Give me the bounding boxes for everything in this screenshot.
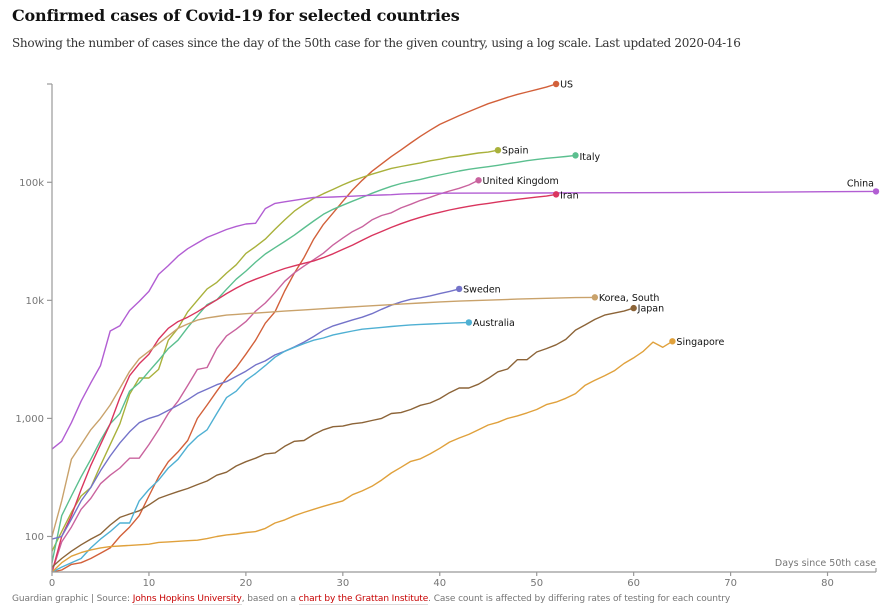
series-end-marker-japan[interactable] bbox=[630, 304, 637, 312]
series-label-australia: Australia bbox=[473, 318, 515, 329]
series-line-korea-south[interactable] bbox=[51, 296, 595, 537]
footer-middle: , based on a bbox=[241, 594, 299, 604]
y-tick-label: 10k bbox=[25, 296, 44, 307]
x-tick-label: 70 bbox=[724, 578, 737, 589]
series-line-italy[interactable] bbox=[51, 154, 576, 563]
source-link-grattan-chart[interactable]: chart by the Grattan Institute bbox=[298, 594, 429, 605]
axis-layer: 100 1,000 10k 100k 0 10 20 30 40 50 60 70 80 Days sin… bbox=[15, 83, 877, 589]
series-label-united-kingdom: United Kingdom bbox=[483, 176, 559, 187]
series-line-us[interactable] bbox=[51, 83, 557, 573]
x-tick-label: 50 bbox=[530, 578, 543, 589]
series-layer bbox=[51, 83, 877, 573]
series-line-australia[interactable] bbox=[51, 321, 469, 573]
footer-prefix: Guardian graphic | Source: bbox=[12, 594, 133, 604]
source-link-johns-hopkins[interactable]: Johns Hopkins University bbox=[132, 594, 242, 605]
y-tick-label: 100k bbox=[19, 178, 44, 189]
series-end-marker-us[interactable] bbox=[552, 80, 560, 88]
series-end-marker-italy[interactable] bbox=[572, 152, 579, 159]
series-line-united-kingdom[interactable] bbox=[51, 179, 479, 573]
series-end-marker-united-kingdom[interactable] bbox=[475, 177, 482, 184]
series-label-spain: Spain bbox=[502, 146, 529, 157]
series-line-china[interactable] bbox=[51, 190, 877, 450]
series-end-marker-china[interactable] bbox=[872, 188, 880, 195]
series-label-japan: Japan bbox=[637, 304, 665, 315]
series-label-us: US bbox=[560, 80, 573, 91]
series-label-iran: Iran bbox=[560, 190, 579, 201]
x-tick-label: 40 bbox=[433, 578, 446, 589]
series-label-singapore: Singapore bbox=[676, 337, 724, 348]
x-axis-title: Days since 50th case bbox=[775, 558, 876, 569]
series-label-italy: Italy bbox=[579, 152, 600, 163]
footer-suffix: . Case count is affected by differing ra… bbox=[428, 594, 731, 604]
y-tick-label: 100 bbox=[25, 532, 44, 543]
series-end-marker-australia[interactable] bbox=[465, 319, 473, 326]
x-tick-label: 80 bbox=[821, 578, 834, 589]
x-tick-label: 30 bbox=[336, 578, 349, 589]
series-line-singapore[interactable] bbox=[51, 340, 673, 573]
series-end-marker-spain[interactable] bbox=[494, 146, 502, 154]
x-tick-label: 60 bbox=[627, 578, 640, 589]
series-end-marker-iran[interactable] bbox=[552, 191, 560, 198]
series-label-korea-south: Korea, South bbox=[599, 293, 660, 304]
footer-source: Guardian graphic | Source: Johns Hopkins… bbox=[12, 594, 731, 605]
x-tick-label: 0 bbox=[49, 578, 55, 589]
series-label-china: China bbox=[847, 178, 874, 189]
series-line-iran[interactable] bbox=[51, 193, 557, 573]
series-line-spain[interactable] bbox=[51, 149, 499, 552]
x-tick-label: 20 bbox=[240, 578, 253, 589]
series-end-marker-korea-south[interactable] bbox=[591, 294, 599, 301]
series-line-japan[interactable] bbox=[51, 307, 634, 568]
series-end-marker-sweden[interactable] bbox=[455, 285, 463, 293]
series-end-marker-singapore[interactable] bbox=[669, 338, 676, 345]
chart-subtitle: Showing the number of cases since the da… bbox=[12, 36, 741, 50]
y-tick-label: 1,000 bbox=[15, 414, 44, 425]
series-label-sweden: Sweden bbox=[463, 284, 501, 295]
x-tick-label: 10 bbox=[143, 578, 156, 589]
chart-title: Confirmed cases of Covid-19 for selected… bbox=[12, 6, 460, 25]
